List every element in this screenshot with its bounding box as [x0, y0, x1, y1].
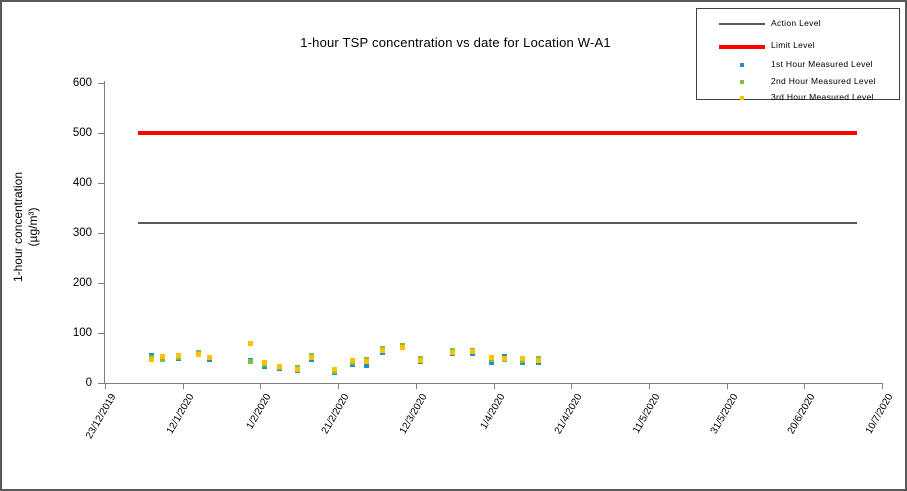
- data-point: [363, 358, 369, 364]
- y-axis-tick-label: 600: [72, 77, 92, 89]
- y-axis-tick-label: 300: [72, 227, 92, 239]
- legend-item[interactable]: 3rd Hour Measured Level: [697, 89, 899, 107]
- data-point: [363, 362, 369, 368]
- y-axis-line: [104, 81, 105, 384]
- data-point: [417, 357, 423, 363]
- y-axis-title-line2: (µg/m³): [26, 207, 40, 247]
- legend-swatch: [719, 89, 765, 107]
- x-axis-tick-label: 31/5/2020: [708, 392, 741, 437]
- legend-item-label: Action Level: [771, 18, 821, 28]
- y-axis-tick-label: 200: [72, 277, 92, 289]
- x-axis-tick-label: 1/2/2020: [244, 392, 274, 432]
- data-point: [276, 363, 282, 369]
- legend-line-icon: [719, 45, 765, 49]
- legend-item[interactable]: 2nd Hour Measured Level: [697, 73, 899, 91]
- chart-legend: Action Level Limit Level 1st Hour Measured…: [696, 8, 900, 102]
- legend-marker-icon: [740, 80, 744, 84]
- x-axis-tick-label: 21/2/2020: [319, 392, 352, 437]
- data-point: [535, 358, 541, 363]
- y-axis-tick: [98, 233, 105, 234]
- limit-level-line: [138, 131, 857, 135]
- data-point: [488, 359, 494, 365]
- data-point: [261, 364, 267, 369]
- x-axis-tick: [105, 383, 106, 389]
- data-point: [175, 353, 181, 358]
- y-axis-title-line1: 1-hour concentration: [11, 171, 25, 283]
- data-point: [331, 367, 337, 372]
- x-axis-tick-label: 1/4/2020: [478, 392, 508, 432]
- data-point: [469, 349, 475, 354]
- data-point: [247, 341, 253, 346]
- data-point: [501, 355, 507, 361]
- y-axis-tick: [98, 283, 105, 284]
- x-axis-tick-label: 23/12/2019: [83, 392, 119, 441]
- y-axis-tick-label: 400: [72, 177, 92, 189]
- x-axis-tick-label: 11/5/2020: [631, 392, 663, 436]
- x-axis-tick: [260, 383, 262, 389]
- data-point: [159, 354, 165, 359]
- y-axis-tick-label: 100: [72, 327, 92, 339]
- legend-swatch: [719, 15, 765, 33]
- x-axis-tick: [182, 383, 184, 389]
- legend-item[interactable]: 1st Hour Measured Level: [697, 56, 899, 74]
- data-point: [206, 355, 212, 360]
- data-point: [399, 345, 405, 350]
- chart-title: 1-hour TSP concentration vs date for Loc…: [300, 35, 611, 50]
- data-point: [349, 358, 355, 363]
- legend-swatch: [719, 73, 765, 91]
- x-axis-tick-label: 20/6/2020: [786, 392, 818, 437]
- x-axis-tick: [648, 383, 650, 389]
- y-axis-title: 1-hour concentration (µg/m³): [11, 137, 41, 317]
- x-axis-tick: [493, 383, 495, 389]
- y-axis-tick: [98, 83, 105, 84]
- x-axis-tick: [804, 383, 806, 389]
- x-axis-tick-label: 12/3/2020: [397, 392, 430, 437]
- legend-item[interactable]: Action Level: [697, 15, 899, 33]
- x-axis-tick: [571, 383, 573, 389]
- data-point: [488, 354, 494, 360]
- y-axis-tick-label: 500: [72, 127, 92, 139]
- legend-item[interactable]: Limit Level: [697, 37, 899, 55]
- data-point: [195, 351, 201, 357]
- data-point: [247, 359, 253, 364]
- legend-swatch: [719, 37, 765, 55]
- legend-marker-icon: [740, 96, 744, 100]
- y-axis-tick: [98, 183, 105, 184]
- legend-item-label: 1st Hour Measured Level: [771, 59, 873, 69]
- y-axis-tick-label: 0: [85, 377, 92, 389]
- legend-swatch: [719, 56, 765, 74]
- data-point: [519, 356, 525, 361]
- legend-item-label: Limit Level: [771, 40, 815, 50]
- legend-item-label: 2nd Hour Measured Level: [771, 76, 876, 86]
- y-axis-tick: [98, 383, 105, 384]
- data-point: [159, 357, 165, 362]
- x-axis-tick: [726, 383, 728, 389]
- data-point: [349, 362, 355, 367]
- legend-line-icon: [719, 23, 765, 25]
- legend-marker-icon: [740, 63, 744, 67]
- x-axis-tick: [415, 383, 417, 389]
- x-axis-tick-label: 21/4/2020: [552, 392, 585, 437]
- y-axis-tick: [98, 133, 105, 134]
- data-point: [148, 356, 154, 362]
- data-point: [379, 347, 385, 353]
- x-axis-tick-label: 12/1/2020: [164, 392, 197, 437]
- data-point: [449, 349, 455, 355]
- action-level-line: [138, 222, 857, 224]
- data-point: [308, 354, 314, 360]
- data-point: [261, 360, 267, 365]
- x-axis-tick: [882, 383, 883, 389]
- data-point: [294, 366, 300, 372]
- x-axis-tick-label: 10/7/2020: [863, 392, 896, 437]
- legend-item-label: 3rd Hour Measured Level: [771, 92, 874, 102]
- y-axis-tick: [98, 333, 105, 334]
- x-axis-tick: [338, 383, 340, 389]
